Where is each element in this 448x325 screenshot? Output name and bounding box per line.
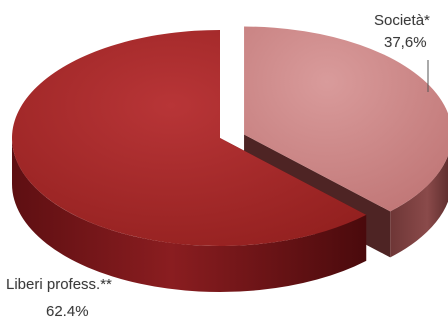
slice-liberi-value-label: 62.4%: [46, 303, 89, 320]
slice-societa-label: Società*: [374, 12, 430, 29]
slice-societa-value-label: 37,6%: [384, 34, 427, 51]
slice-liberi-top: [12, 30, 367, 246]
slice-societa-top: [244, 26, 448, 212]
slice-societa-side: [390, 155, 448, 258]
slice-liberi-label: Liberi profess.**: [6, 276, 112, 293]
slice-liberi-side: [12, 138, 367, 292]
